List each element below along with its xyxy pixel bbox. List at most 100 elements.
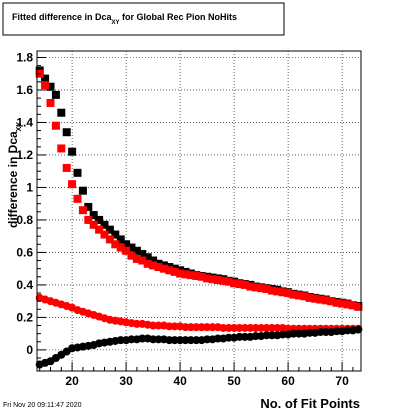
data-point [181, 270, 190, 279]
data-point [240, 280, 249, 289]
data-point [62, 163, 71, 172]
data-point [73, 168, 82, 177]
data-point [41, 74, 50, 83]
x-tick-label: 40 [173, 374, 187, 388]
data-point [246, 282, 255, 291]
y-tick-label: 0.2 [16, 310, 33, 324]
y-axis-label: difference in DcaXY [6, 122, 23, 228]
data-point [321, 296, 330, 305]
series-4 [35, 325, 363, 369]
data-point [348, 301, 357, 310]
tick-labels: 20 30 40 50 60 70 0 0.2 0.4 0.6 0.8 1 1.2 1.4 1.6 1.8 [16, 50, 349, 388]
data-point [138, 256, 147, 265]
y-tick-label: 0 [26, 343, 33, 357]
y-tick-label: 1.4 [16, 115, 33, 129]
data-point [300, 292, 309, 301]
data-point [100, 230, 109, 239]
data-point [154, 263, 163, 272]
data-point [68, 147, 77, 156]
data-point [149, 261, 158, 270]
data-point [294, 291, 303, 300]
data-point [57, 108, 66, 117]
data-point [95, 215, 104, 224]
x-tick-label: 30 [119, 374, 133, 388]
data-point [57, 144, 66, 153]
data-point [89, 211, 98, 220]
data-point [41, 81, 50, 90]
data-point [284, 289, 293, 298]
data-point [105, 225, 114, 234]
data-point [208, 275, 217, 284]
data-point [305, 293, 314, 302]
data-point [62, 128, 71, 137]
data-point [116, 235, 125, 244]
data-point [338, 299, 347, 308]
data-point [354, 302, 363, 311]
data-point [78, 186, 87, 195]
data-point [170, 267, 179, 276]
data-point [311, 294, 320, 303]
data-point [197, 272, 206, 281]
x-tick-label: 70 [335, 374, 349, 388]
data-point [186, 271, 195, 280]
data-point [143, 259, 152, 268]
data-point [132, 254, 141, 263]
data-point [219, 276, 228, 285]
data-point [100, 220, 109, 229]
y-tick-label: 1 [26, 180, 33, 194]
axis-ticks [37, 56, 354, 371]
y-tick-label: 1.8 [16, 50, 33, 64]
data-point [143, 253, 152, 262]
data-point [257, 284, 266, 293]
data-point [78, 206, 87, 215]
data-point [116, 243, 125, 252]
data-point [95, 225, 104, 234]
y-tick-label: 1.2 [16, 148, 33, 162]
x-axis-label: No. of Fit Points [260, 396, 360, 411]
chart-title: Fitted difference in DcaXY for Global Re… [12, 12, 237, 26]
data-point [84, 202, 93, 211]
data-point [262, 284, 271, 293]
data-point [105, 235, 114, 244]
data-point [149, 256, 158, 265]
data-point [132, 246, 141, 255]
x-tick-label: 20 [65, 374, 79, 388]
title-box [2, 2, 285, 36]
timestamp: Fri Nov 20 09:11:47 2020 [3, 402, 82, 409]
data-point [230, 279, 239, 288]
data-point [176, 269, 185, 278]
data-point [127, 251, 136, 260]
data-point [46, 98, 55, 107]
grid-lines [37, 51, 361, 371]
data-point [203, 274, 212, 283]
data-point [354, 325, 363, 334]
data-point [111, 230, 120, 239]
data-point [68, 180, 77, 189]
data-point [343, 300, 352, 309]
x-tick-label: 50 [227, 374, 241, 388]
data-point [127, 243, 136, 252]
data-point [159, 264, 168, 273]
data-point [235, 280, 244, 289]
data-point [51, 90, 60, 99]
y-tick-label: 0.4 [16, 278, 33, 292]
data-point [165, 266, 174, 275]
data-point [138, 250, 147, 259]
data-point [122, 246, 131, 255]
data-point [46, 82, 55, 91]
data-point [192, 271, 201, 280]
data-point [51, 121, 60, 130]
plot-frame [36, 50, 362, 372]
data-point [332, 298, 341, 307]
data-series [35, 66, 363, 369]
data-point [84, 215, 93, 224]
data-point [289, 290, 298, 299]
y-tick-label: 0.8 [16, 213, 33, 227]
series-2 [35, 69, 363, 311]
data-point [224, 277, 233, 286]
data-point [73, 194, 82, 203]
data-point [111, 240, 120, 249]
data-point [278, 288, 287, 297]
y-tick-label: 1.6 [16, 83, 33, 97]
